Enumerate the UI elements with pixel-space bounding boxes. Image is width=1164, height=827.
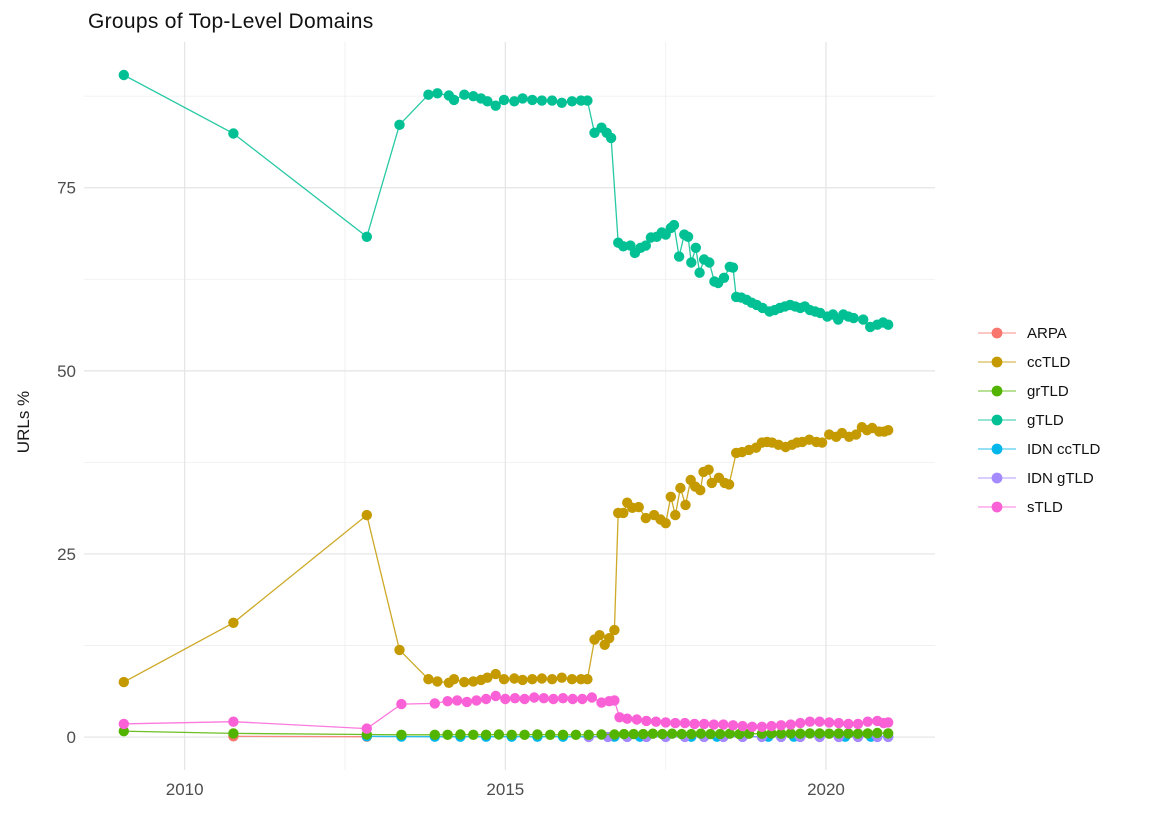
legend-label: IDN gTLD (1027, 469, 1094, 487)
major-gridlines (84, 42, 935, 770)
legend-label: ccTLD (1027, 353, 1071, 371)
x-tick-label: 2020 (807, 780, 845, 799)
x-tick-label: 2010 (166, 780, 204, 799)
legend-key-icon (978, 327, 1016, 339)
legend-item-arpa: ARPA (977, 322, 1100, 344)
series-arpa (228, 731, 372, 742)
legend-label: sTLD (1027, 498, 1063, 516)
legend-key-icon (978, 385, 1016, 397)
series-cctld (118, 422, 894, 688)
x-tick-label: 2015 (486, 780, 524, 799)
minor-gridlines (84, 42, 935, 770)
series-stld (118, 690, 894, 734)
legend-label: grTLD (1027, 382, 1069, 400)
legend-key-icon (978, 356, 1016, 368)
legend-item-cctld: ccTLD (977, 351, 1100, 373)
legend-label: gTLD (1027, 411, 1064, 429)
data-series-layer (118, 69, 894, 743)
legend-item-grtld: grTLD (977, 380, 1100, 402)
x-axis-tick-labels: 2010 2015 2020 (166, 780, 845, 799)
legend-label: ARPA (1027, 324, 1067, 342)
y-axis-tick-labels: 0 25 50 75 (57, 179, 76, 747)
legend-item-gtld: gTLD (977, 409, 1100, 431)
series-grtld (118, 726, 894, 740)
legend: ARPA ccTLD grTLD gTLD IDN ccTLD IDN gTLD sTLD (977, 322, 1100, 518)
chart-title: Groups of Top-Level Domains (88, 10, 374, 33)
series-gtld (118, 69, 894, 333)
legend-item-idn-cctld: IDN ccTLD (977, 438, 1100, 460)
legend-label: IDN ccTLD (1027, 440, 1101, 458)
y-tick-label: 0 (67, 728, 76, 747)
legend-key-icon (978, 472, 1016, 484)
y-tick-label: 25 (57, 545, 76, 564)
legend-item-idn-gtld: IDN gTLD (977, 467, 1100, 489)
y-tick-label: 50 (57, 362, 76, 381)
legend-key-icon (978, 501, 1016, 513)
legend-item-stld: sTLD (977, 496, 1100, 518)
legend-key-icon (978, 443, 1016, 455)
legend-key-icon (978, 414, 1016, 426)
y-tick-label: 75 (57, 179, 76, 198)
